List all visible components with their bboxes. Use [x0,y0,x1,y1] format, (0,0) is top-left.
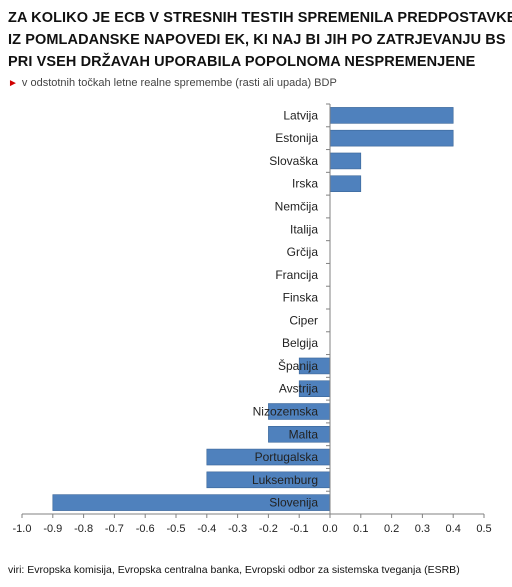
category-label-14: Nizozemska [253,405,319,419]
category-label-17: Luksemburg [252,473,318,487]
category-label-11: Belgija [282,336,318,350]
category-label-1: Latvija [283,108,318,122]
x-tick-label-14: 0.4 [446,523,461,535]
x-tick-label-13: 0.3 [415,523,430,535]
chart-title-line-3: PRI VSEH DRŽAVAH UPORABILA POPOLNOMA NES… [8,54,476,70]
x-tick-label-0: -1.0 [13,523,32,535]
bar-1 [329,107,454,124]
x-tick-label-2: -0.8 [74,523,93,535]
chart-subtitle: ► v odstotnih točkah letne realne spremem… [8,77,337,89]
chart-source-note: viri: Evropska komisija, Evropska centra… [8,564,460,576]
x-tick-label-6: -0.4 [197,523,216,535]
chart-title-line-2: IZ POMLADANSKE NAPOVEDI EK, KI NAJ BI JI… [8,32,506,48]
x-tick-label-8: -0.2 [259,523,278,535]
x-tick-label-5: -0.5 [167,523,186,535]
chart-subtitle-text: v odstotnih točkah letne realne sprememb… [21,77,337,89]
chart-title-line-1: ZA KOLIKO JE ECB V STRESNIH TESTIH SPREM… [8,10,512,26]
x-tick-label-9: -0.1 [290,523,309,535]
x-tick-label-15: 0.5 [476,523,491,535]
category-label-4: Irska [292,177,318,191]
category-label-15: Malta [289,427,319,441]
category-label-6: Italija [290,222,318,236]
x-tick-label-1: -0.9 [43,523,62,535]
x-tick-label-10: 0.0 [322,523,337,535]
category-label-9: Finska [283,291,319,305]
x-tick-label-4: -0.6 [136,523,155,535]
category-label-13: Avstrija [279,382,318,396]
category-label-3: Slovaška [269,154,318,168]
x-tick-label-7: -0.3 [228,523,247,535]
x-tick-label-12: 0.2 [384,523,399,535]
category-label-8: Francija [275,268,318,282]
bar-4 [329,175,362,192]
bar-2 [329,129,454,147]
category-label-16: Portugalska [255,450,319,464]
triangle-marker-icon: ► [8,78,18,89]
bar-3 [329,152,362,170]
x-tick-label-3: -0.7 [105,523,124,535]
category-label-5: Nemčija [275,200,319,214]
category-label-10: Ciper [289,313,318,327]
category-label-2: Estonija [275,131,318,145]
category-label-18: Slovenija [269,496,318,510]
category-label-12: Španija [278,358,318,373]
x-tick-label-11: 0.1 [353,523,368,535]
category-label-7: Grčija [287,245,319,259]
